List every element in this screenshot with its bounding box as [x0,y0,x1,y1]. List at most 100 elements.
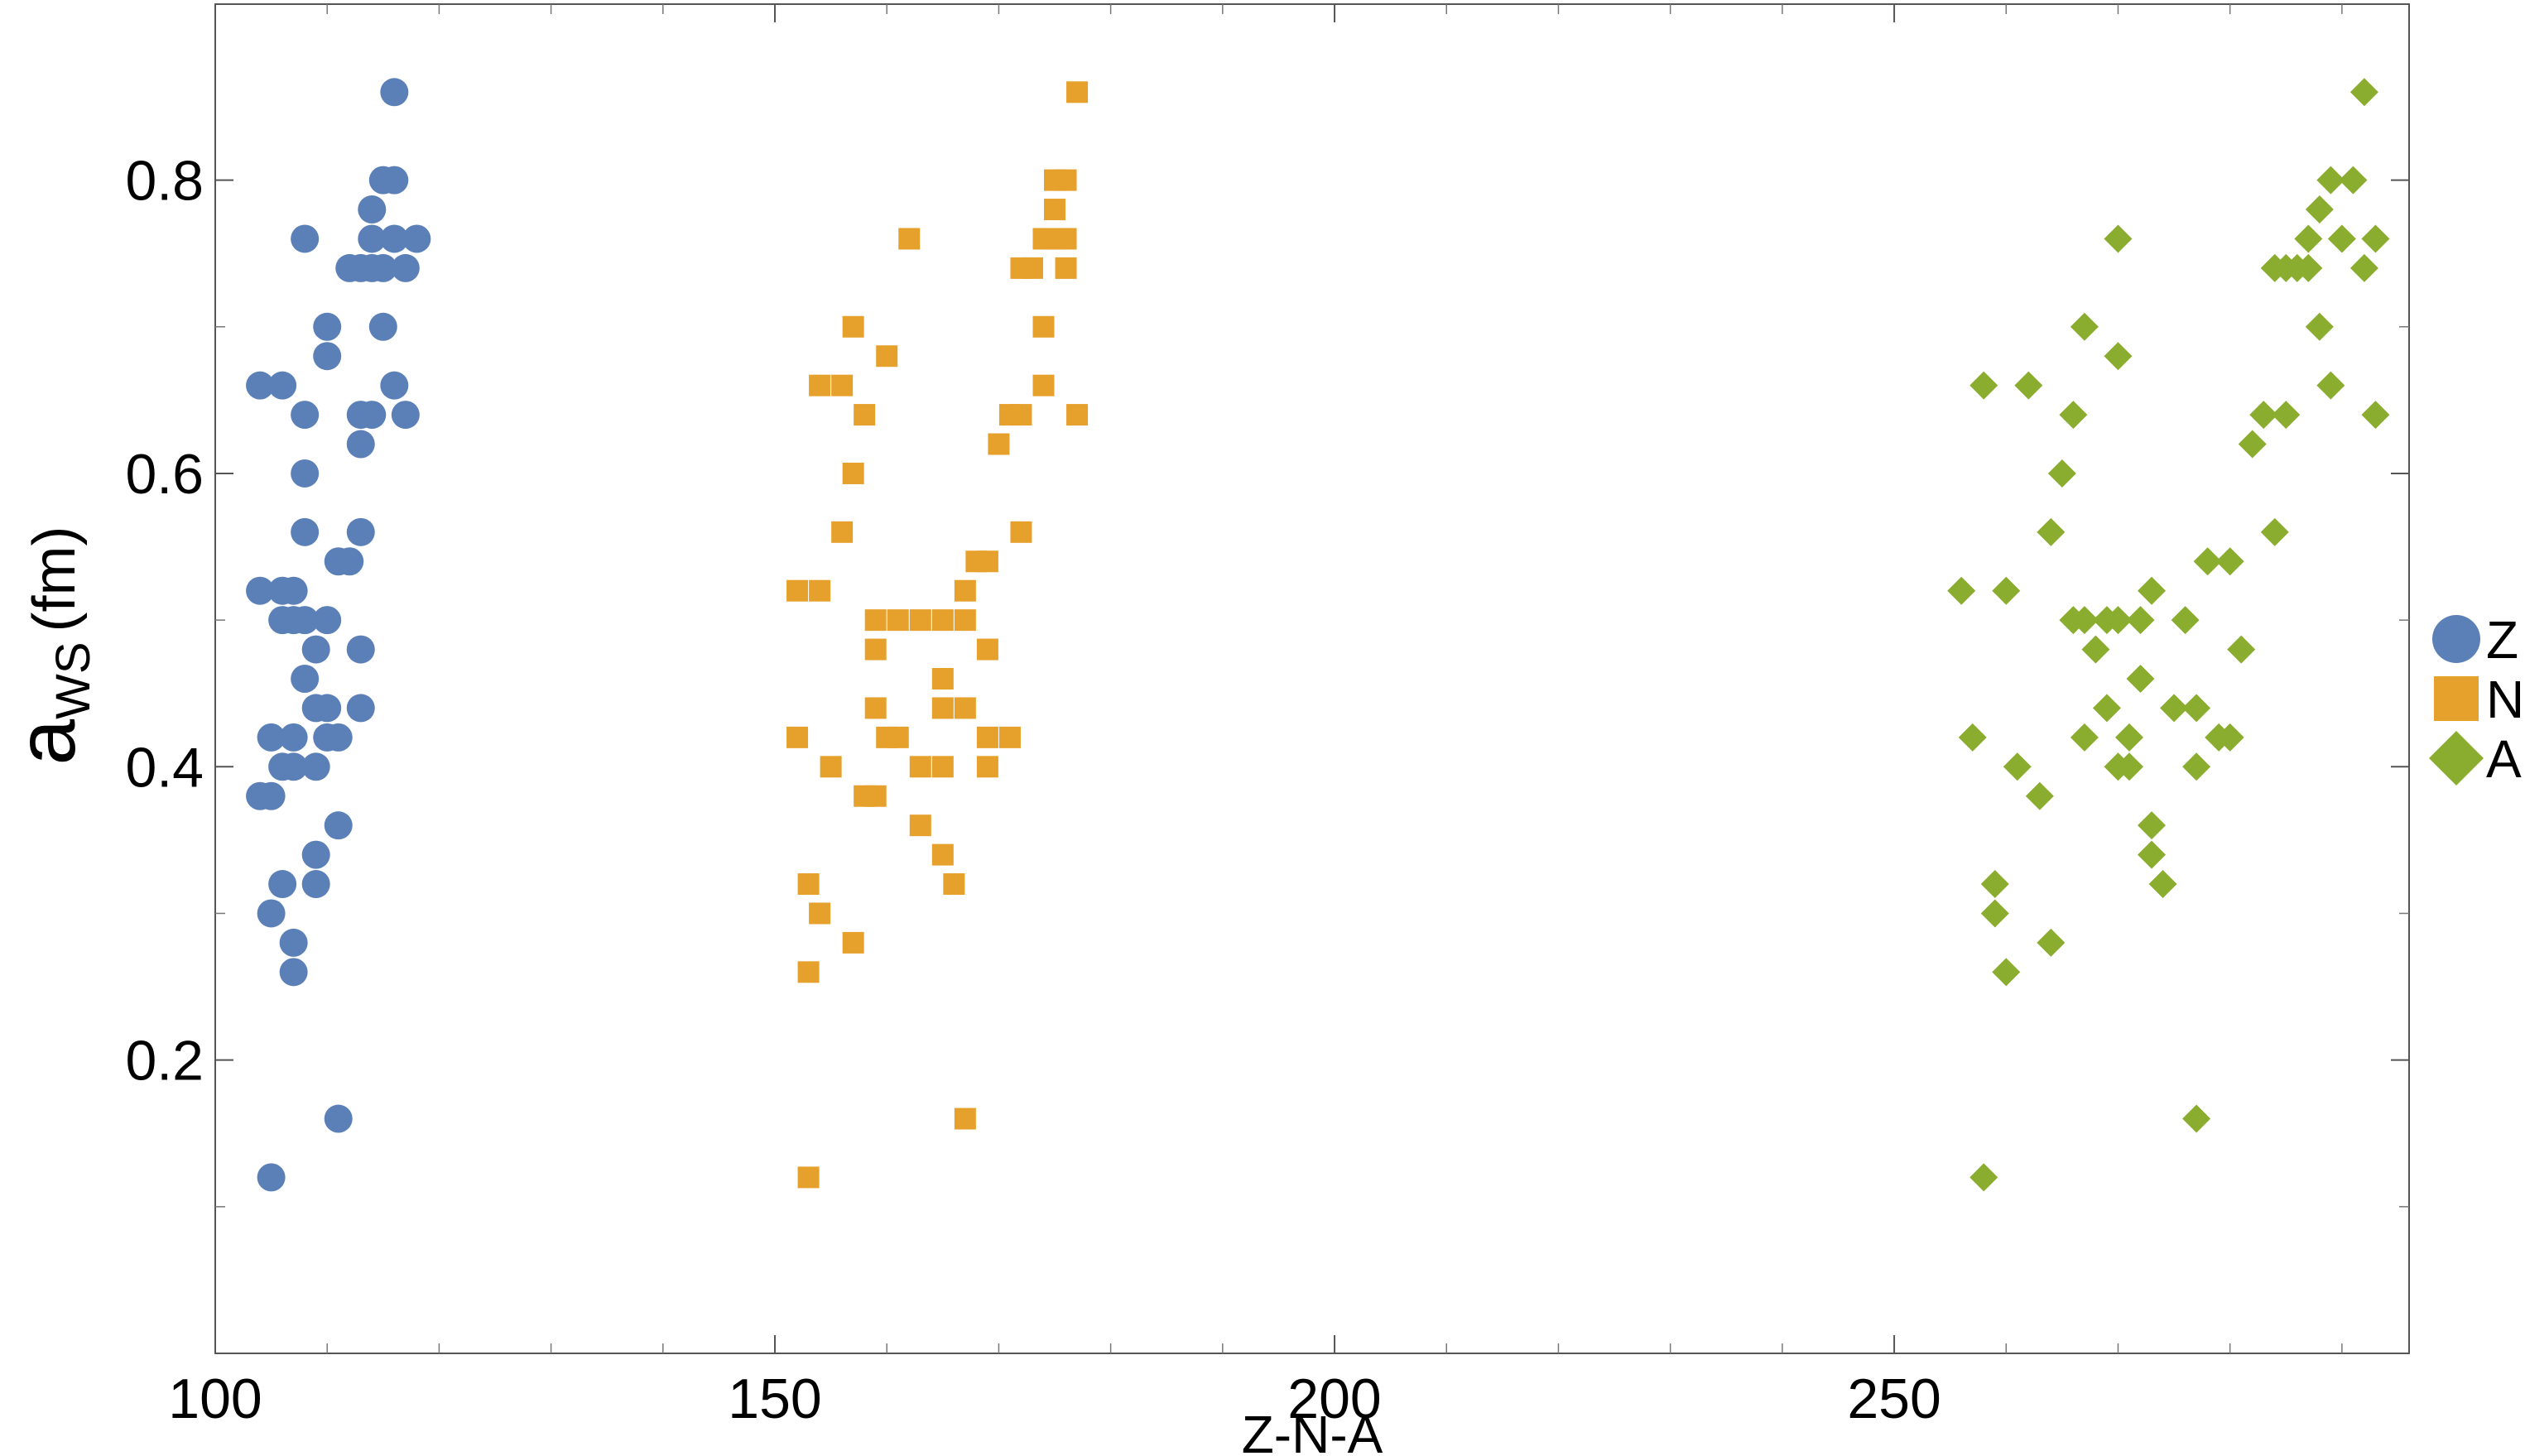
data-point-z [391,253,420,282]
data-point-z [291,665,320,693]
data-point-n [1066,81,1089,103]
data-point-n [797,873,820,896]
data-point-z [380,78,409,107]
data-point-n [988,433,1010,455]
data-point-a [2126,606,2155,635]
legend: ZNA [2429,610,2524,789]
x-tick-label: 250 [1847,1367,1941,1430]
data-point-z [246,371,275,400]
data-point-z [313,312,342,341]
data-point-n [954,1108,976,1130]
data-point-a [1980,870,2009,899]
legend-marker-n [2434,676,2479,721]
data-point-a [2272,401,2301,430]
data-point-a [1992,576,2021,605]
data-point-n [976,550,998,573]
data-point-n [931,697,954,719]
data-point-a [2349,78,2378,107]
data-point-n [864,609,887,632]
data-point-n [976,756,998,778]
data-point-z [313,606,342,635]
data-point-n [820,756,842,778]
y-tick-label: 0.6 [125,443,204,506]
data-point-a [2070,723,2099,752]
x-tick-label: 200 [1287,1367,1381,1430]
data-point-n [864,785,887,807]
data-point-n [1066,404,1089,426]
data-point-n [909,609,931,632]
y-tick-label: 0.2 [125,1030,204,1093]
y-axis-title-unit: (fm) [22,526,88,632]
data-point-a [2361,224,2390,253]
data-point-n [931,843,954,866]
data-point-z [313,694,342,723]
data-point-a [2092,694,2121,723]
data-point-a [2138,811,2167,840]
data-point-a [2104,606,2133,635]
data-point-n [1055,228,1077,250]
data-point-a [2260,517,2289,546]
data-point-z [368,253,397,282]
data-point-a [2047,459,2076,488]
legend-label-a: A [2486,729,2522,789]
data-point-z [301,635,330,664]
data-point-z [268,371,297,400]
data-point-a [2104,342,2133,371]
data-point-a [2182,1104,2211,1133]
data-point-a [2037,517,2066,546]
series-a [1947,78,2390,1192]
data-point-n [954,697,976,719]
data-point-a [2014,371,2043,400]
x-tick-label: 100 [168,1367,262,1430]
data-point-a [2126,665,2155,693]
data-point-a [1970,1163,1998,1192]
data-point-z [324,1104,353,1133]
data-point-z [380,371,409,400]
data-point-z [358,195,387,224]
data-point-n [943,873,965,896]
y-tick-label: 0.4 [125,736,204,799]
data-point-a [1992,958,2021,987]
data-point-n [842,931,864,954]
data-point-z [346,430,375,459]
data-point-n [931,756,954,778]
legend-marker-z [2432,615,2480,663]
data-point-n [954,609,976,632]
legend-marker-a [2429,731,2484,786]
data-point-a [2081,635,2110,664]
data-point-n [976,726,998,748]
x-axis-title: Z-N-A [1242,1405,1383,1456]
series-n [786,81,1089,1189]
y-tick-label: 0.8 [125,150,204,213]
data-point-z [380,166,409,195]
data-point-z [246,576,275,605]
data-point-a [2182,694,2211,723]
data-point-z [257,781,286,810]
data-point-a [2316,166,2345,195]
data-point-a [2305,195,2334,224]
data-point-n [931,609,954,632]
data-point-n [1032,374,1055,396]
data-point-z [291,517,320,546]
data-point-z [335,547,364,576]
data-point-a [2227,635,2256,664]
data-point-n [842,315,864,338]
data-point-z [291,459,320,488]
data-point-a [2059,401,2088,430]
data-point-n [931,668,954,690]
y-axis-title: aWS (fm) [0,526,100,766]
data-point-z [346,635,375,664]
data-point-n [909,756,931,778]
plot-frame [214,3,2410,1354]
data-point-z [346,517,375,546]
data-point-z [402,224,431,253]
x-tick-label: 150 [728,1367,821,1430]
data-point-z [291,401,320,430]
data-point-z [257,723,286,752]
data-point-z [358,224,387,253]
data-point-a [2339,166,2368,195]
data-point-a [1970,371,1998,400]
data-point-n [864,638,887,661]
data-point-n [1010,404,1032,426]
